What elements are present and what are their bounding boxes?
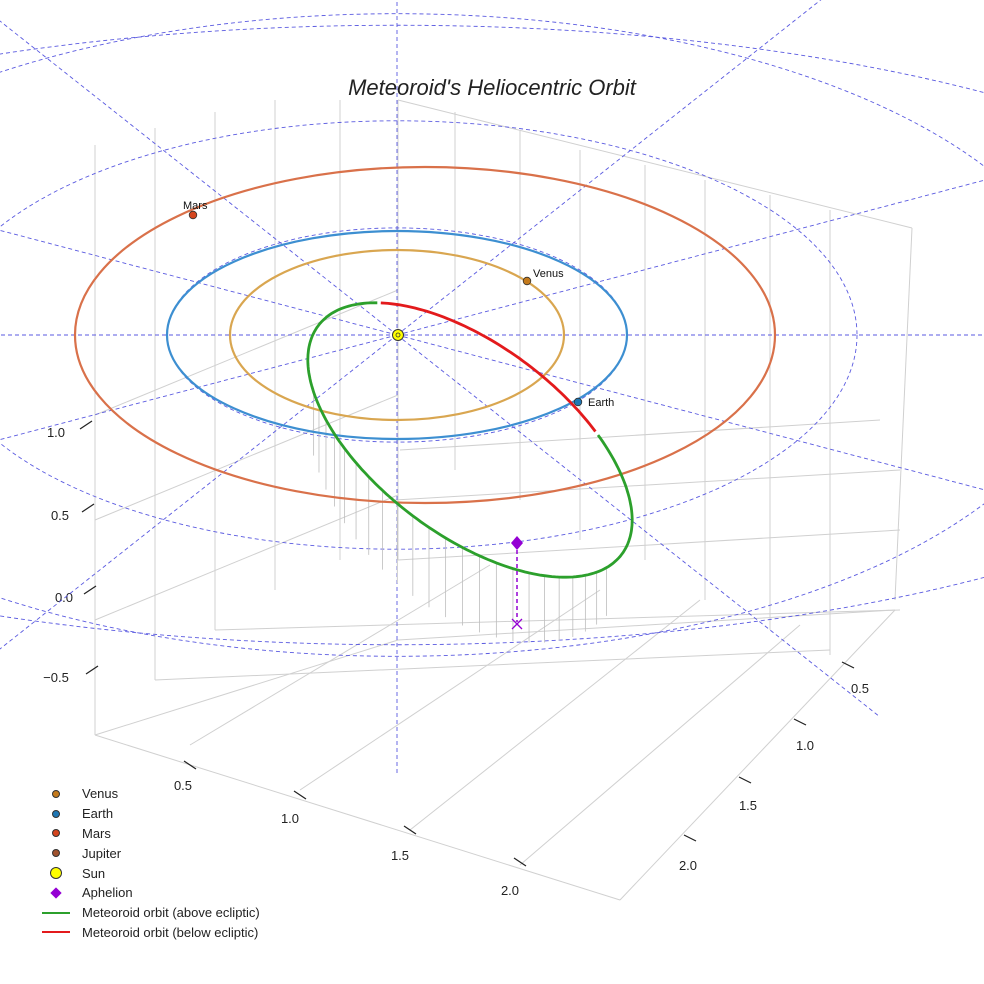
legend-label: Aphelion bbox=[82, 885, 133, 901]
aphelion-projection-marker bbox=[511, 618, 523, 630]
ecliptic-spoke bbox=[396, 334, 881, 718]
z-tick-mark bbox=[81, 503, 95, 513]
mars-label: Mars bbox=[183, 200, 208, 212]
body-markers: Mars Venus Earth bbox=[183, 200, 614, 630]
meteoroid-orbit-below bbox=[380, 301, 597, 433]
meteoroid-drop-lines bbox=[313, 392, 607, 643]
y-tick-label: 1.0 bbox=[796, 738, 814, 753]
axis-grid bbox=[94, 99, 913, 901]
legend-label: Earth bbox=[82, 806, 114, 822]
ecliptic-spoke bbox=[0, 229, 398, 336]
x-tick-mark bbox=[403, 825, 417, 835]
grid-line bbox=[397, 529, 901, 561]
sun-marker bbox=[392, 329, 404, 341]
x-tick-mark bbox=[183, 760, 197, 770]
legend-item: Meteoroid orbit (below ecliptic) bbox=[36, 923, 260, 943]
y-tick-label: 2.0 bbox=[679, 858, 697, 873]
legend-label: Jupiter bbox=[82, 845, 122, 861]
legend-label: Meteoroid orbit (below ecliptic) bbox=[82, 924, 259, 940]
grid-line bbox=[299, 589, 601, 791]
grid-line bbox=[154, 649, 831, 681]
mars-marker bbox=[188, 210, 198, 220]
ecliptic-spoke bbox=[0, 20, 398, 336]
earth-marker bbox=[573, 397, 583, 407]
venus-label: Venus bbox=[533, 268, 564, 280]
legend-item: Jupiter bbox=[36, 843, 260, 863]
grid-line bbox=[214, 609, 901, 631]
aphelion-marker bbox=[511, 536, 523, 550]
axis-ticks: 0.5 1.0 1.5 2.0 0.5 1.0 1.5 2.0 1.0 0.5 0.0 −0.5 bbox=[43, 420, 869, 898]
legend-item: Meteoroid orbit (above ecliptic) bbox=[36, 903, 260, 923]
earth-orbit bbox=[165, 229, 629, 441]
z-tick-label: 0.5 bbox=[51, 508, 69, 523]
legend-label: Mars bbox=[82, 825, 111, 841]
legend-symbol bbox=[36, 786, 76, 802]
legend-symbol bbox=[36, 845, 76, 861]
venus-orbit bbox=[228, 248, 566, 422]
y-tick-label: 1.5 bbox=[739, 798, 757, 813]
sun-core bbox=[395, 332, 401, 338]
x-tick-mark bbox=[513, 857, 527, 867]
legend-symbol bbox=[36, 924, 76, 940]
x-tick-label: 0.5 bbox=[174, 778, 192, 793]
grid-line bbox=[94, 494, 399, 621]
y-tick-mark bbox=[841, 661, 855, 669]
legend-item: Venus bbox=[36, 784, 260, 804]
legend: Venus Earth Mars Jupiter Sun Aphelion Meteoroi… bbox=[36, 784, 260, 942]
grid-line bbox=[394, 469, 901, 501]
y-tick-mark bbox=[683, 834, 697, 842]
z-tick-mark bbox=[79, 420, 93, 430]
legend-symbol bbox=[36, 825, 76, 841]
legend-item: Mars bbox=[36, 824, 260, 844]
grid-line bbox=[94, 639, 399, 736]
y-tick-label: 0.5 bbox=[851, 681, 869, 696]
z-tick-mark bbox=[85, 665, 99, 675]
grid-line bbox=[397, 99, 913, 229]
x-tick-label: 1.0 bbox=[281, 811, 299, 826]
legend-symbol bbox=[36, 865, 76, 881]
ecliptic-spoke bbox=[396, 0, 822, 336]
legend-label: Meteoroid orbit (above ecliptic) bbox=[82, 905, 260, 921]
planet-orbits bbox=[73, 165, 777, 505]
legend-symbol bbox=[36, 905, 76, 921]
x-tick-label: 1.5 bbox=[391, 848, 409, 863]
mars-orbit bbox=[73, 165, 777, 505]
grid-line bbox=[399, 419, 881, 451]
z-tick-mark bbox=[83, 585, 97, 595]
z-tick-label: 1.0 bbox=[47, 425, 65, 440]
legend-label: Sun bbox=[82, 865, 106, 881]
grid-line bbox=[619, 609, 896, 901]
venus-marker bbox=[522, 276, 532, 286]
legend-label: Venus bbox=[82, 786, 119, 802]
legend-symbol bbox=[36, 806, 76, 822]
earth-label: Earth bbox=[588, 397, 614, 409]
legend-item: Earth bbox=[36, 804, 260, 824]
z-tick-label: −0.5 bbox=[43, 670, 69, 685]
grid-line bbox=[894, 227, 913, 601]
y-tick-mark bbox=[793, 718, 807, 726]
legend-item: Sun bbox=[36, 863, 260, 883]
z-tick-label: 0.0 bbox=[55, 590, 73, 605]
x-tick-mark bbox=[293, 790, 307, 800]
ecliptic-grid bbox=[0, 0, 984, 776]
legend-item: Aphelion bbox=[36, 883, 260, 903]
ecliptic-spoke bbox=[0, 334, 398, 650]
legend-symbol bbox=[36, 885, 76, 901]
grid-line bbox=[397, 609, 896, 641]
grid-line bbox=[94, 289, 399, 416]
grid-line bbox=[409, 599, 701, 831]
x-tick-label: 2.0 bbox=[501, 883, 519, 898]
chart-title: Meteoroid's Heliocentric Orbit bbox=[348, 75, 637, 100]
grid-line bbox=[94, 734, 621, 901]
y-tick-mark bbox=[738, 776, 752, 784]
meteoroid-orbit-above bbox=[306, 301, 634, 579]
ecliptic-ring bbox=[0, 13, 984, 657]
grid-line bbox=[519, 624, 801, 866]
meteoroid-orbit bbox=[306, 301, 634, 579]
